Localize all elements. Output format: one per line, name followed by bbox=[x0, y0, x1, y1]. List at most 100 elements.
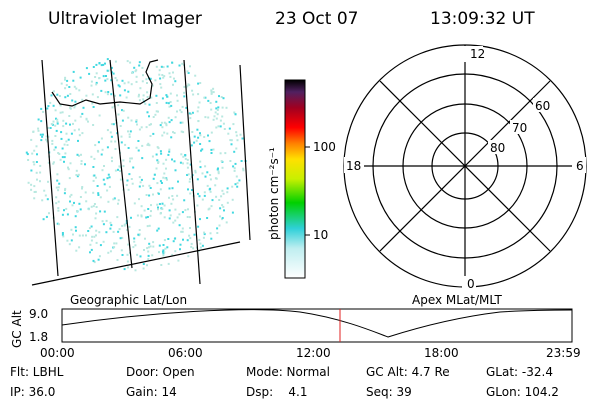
count-pixel bbox=[61, 234, 64, 236]
count-pixel bbox=[174, 237, 177, 240]
mlt-label: 0 bbox=[467, 277, 475, 291]
count-pixel bbox=[180, 153, 183, 156]
count-pixel bbox=[186, 216, 189, 218]
count-pixel bbox=[81, 234, 84, 237]
count-pixel bbox=[57, 186, 60, 189]
count-pixel bbox=[146, 82, 148, 84]
count-pixel bbox=[235, 134, 238, 137]
count-pixel bbox=[57, 200, 60, 203]
count-pixel bbox=[37, 118, 40, 121]
count-pixel bbox=[199, 246, 202, 249]
count-pixel bbox=[155, 65, 158, 68]
count-pixel bbox=[78, 234, 81, 237]
count-pixel bbox=[37, 127, 40, 130]
count-pixel bbox=[129, 61, 132, 64]
count-pixel bbox=[178, 64, 181, 67]
count-pixel bbox=[61, 213, 64, 216]
count-pixel bbox=[234, 162, 237, 165]
count-pixel bbox=[194, 169, 197, 172]
count-pixel bbox=[72, 122, 74, 125]
count-pixel bbox=[31, 152, 34, 155]
count-pixel bbox=[161, 74, 164, 76]
count-pixel bbox=[226, 201, 229, 204]
count-pixel bbox=[119, 166, 122, 169]
count-pixel bbox=[63, 192, 66, 195]
count-pixel bbox=[92, 66, 95, 68]
count-pixel bbox=[72, 70, 75, 73]
count-pixel bbox=[155, 94, 158, 97]
count-pixel bbox=[189, 227, 191, 229]
count-pixel bbox=[215, 100, 218, 103]
count-pixel bbox=[201, 244, 204, 247]
count-pixel bbox=[62, 235, 65, 238]
count-pixel bbox=[229, 139, 232, 142]
count-pixel bbox=[135, 80, 138, 83]
count-pixel bbox=[121, 224, 124, 227]
count-pixel bbox=[203, 233, 206, 236]
count-pixel bbox=[199, 160, 202, 163]
count-pixel bbox=[84, 163, 86, 166]
count-pixel bbox=[173, 77, 175, 80]
count-pixel bbox=[114, 169, 117, 172]
count-pixel bbox=[166, 246, 169, 249]
count-pixel bbox=[97, 150, 100, 153]
count-pixel bbox=[98, 62, 101, 64]
count-pixel bbox=[191, 131, 194, 133]
count-pixel bbox=[167, 116, 170, 119]
count-pixel bbox=[176, 110, 178, 113]
count-pixel bbox=[190, 144, 193, 147]
count-pixel bbox=[159, 124, 162, 127]
count-pixel bbox=[212, 148, 215, 151]
count-pixel bbox=[133, 237, 136, 240]
count-pixel bbox=[39, 180, 41, 183]
count-pixel bbox=[155, 102, 158, 104]
count-pixel bbox=[197, 93, 200, 96]
count-pixel bbox=[129, 157, 132, 160]
count-pixel bbox=[235, 175, 238, 178]
count-pixel bbox=[61, 147, 64, 150]
count-pixel bbox=[209, 102, 212, 104]
count-pixel bbox=[89, 251, 91, 254]
count-pixel bbox=[191, 189, 193, 191]
count-pixel bbox=[172, 83, 174, 86]
count-pixel bbox=[130, 83, 133, 86]
count-pixel bbox=[165, 167, 167, 170]
count-pixel bbox=[174, 208, 177, 211]
count-pixel bbox=[87, 208, 90, 211]
count-pixel bbox=[126, 253, 129, 256]
count-pixel bbox=[161, 202, 164, 205]
count-pixel bbox=[187, 255, 190, 258]
count-pixel bbox=[73, 106, 76, 109]
count-pixel bbox=[132, 166, 135, 169]
count-pixel bbox=[114, 60, 117, 63]
count-pixel bbox=[56, 122, 59, 125]
count-pixel bbox=[97, 192, 100, 195]
count-pixel bbox=[98, 231, 101, 234]
count-pixel bbox=[56, 173, 59, 176]
count-pixel bbox=[105, 219, 108, 222]
count-pixel bbox=[186, 174, 189, 176]
count-pixel bbox=[138, 176, 141, 179]
count-pixel bbox=[242, 167, 245, 170]
count-pixel bbox=[152, 245, 155, 248]
count-pixel bbox=[30, 188, 33, 191]
count-pixel bbox=[204, 175, 207, 178]
count-pixel bbox=[215, 195, 218, 198]
count-pixel bbox=[161, 208, 164, 210]
count-pixel bbox=[154, 79, 157, 82]
count-pixel bbox=[215, 107, 218, 110]
count-pixel bbox=[68, 243, 71, 246]
count-pixel bbox=[143, 209, 146, 212]
count-pixel bbox=[196, 128, 199, 131]
count-pixel bbox=[52, 162, 55, 165]
count-pixel bbox=[65, 122, 68, 125]
count-pixel bbox=[181, 121, 184, 124]
count-pixel bbox=[94, 144, 97, 147]
count-pixel bbox=[182, 162, 184, 165]
mlt-label: 18 bbox=[346, 159, 361, 173]
count-pixel bbox=[35, 161, 38, 163]
count-pixel bbox=[74, 104, 77, 107]
count-pixel bbox=[231, 211, 234, 214]
count-pixel bbox=[210, 108, 213, 111]
count-pixel bbox=[161, 126, 164, 129]
